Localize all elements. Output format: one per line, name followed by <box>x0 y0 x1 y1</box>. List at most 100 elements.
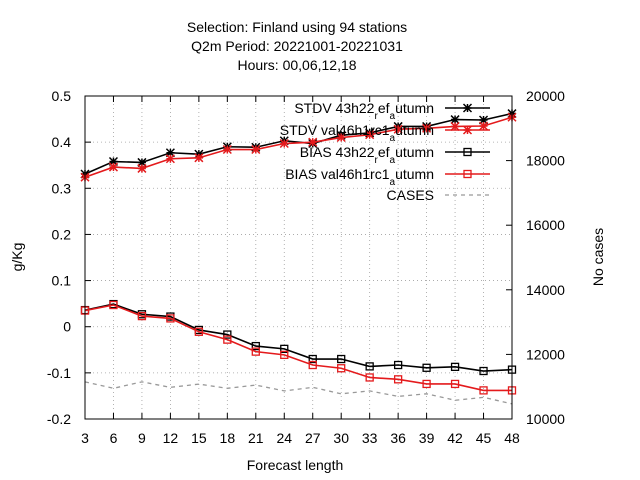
data-point <box>422 379 431 389</box>
data-point <box>450 362 460 372</box>
cases-series-layer <box>84 381 513 405</box>
data-point <box>479 366 488 376</box>
data-point <box>450 379 460 389</box>
legend-marker <box>463 147 472 157</box>
series-line <box>84 381 513 405</box>
series-bias-43h22-r-ef-a-utumn <box>80 299 517 376</box>
y-tick-label: 0.5 <box>52 88 72 104</box>
data-point <box>108 156 118 167</box>
x-tick-label: 6 <box>110 430 118 446</box>
y-tick-label: 0 <box>63 319 71 335</box>
x-tick-label: 45 <box>476 430 492 446</box>
legend-label: STDV val46h1rc1autumn <box>280 122 434 144</box>
series-line <box>84 304 512 392</box>
y2-tick-label: 16000 <box>526 217 565 233</box>
legend-entry: STDV 43h22refautumn <box>294 100 490 122</box>
x-tick-label: 27 <box>305 430 321 446</box>
data-point <box>251 347 260 356</box>
data-point <box>422 363 431 372</box>
ticks: 3 6 9 12 15 18 21 24 27 30 33 36 39 42 45 48-0.2-0.100.… <box>47 88 565 446</box>
x-tick-label: 48 <box>504 430 520 446</box>
data-point <box>279 138 289 149</box>
series-line <box>84 116 513 178</box>
y-axis-title: g/Kg <box>9 243 25 272</box>
data-point <box>450 115 460 125</box>
grid <box>84 95 513 420</box>
axis-titles: Forecast length g/Kg No cases <box>9 228 606 473</box>
data-point <box>165 148 175 158</box>
legend-marker <box>462 103 473 113</box>
data-point <box>308 137 318 147</box>
series-line <box>84 303 513 372</box>
data-point <box>223 330 232 339</box>
x-tick-label: 33 <box>362 430 378 446</box>
data-point <box>336 132 346 143</box>
legend-marker <box>462 125 473 135</box>
y-tick-label: 0.3 <box>52 180 72 196</box>
data-point <box>280 344 289 354</box>
y-tick-label: 0.1 <box>52 273 72 289</box>
x-tick-label: 30 <box>333 430 349 446</box>
y2-tick-label: 12000 <box>526 346 565 362</box>
data-point <box>479 386 488 395</box>
y2-tick-label: 18000 <box>526 153 565 169</box>
title-line: Q2m Period: 20221001-20221031 <box>191 38 403 54</box>
data-point <box>251 144 261 155</box>
data-point <box>308 354 317 364</box>
chart-title: Selection: Finland using 94 stations Q2m … <box>187 19 407 73</box>
data-point <box>393 360 403 370</box>
data-point <box>479 115 489 125</box>
data-point <box>222 144 232 155</box>
data-point <box>165 154 175 164</box>
y2-axis-title: No cases <box>590 228 606 286</box>
legend-marker <box>463 169 472 179</box>
x-tick-label: 24 <box>276 430 292 446</box>
data-point <box>108 162 118 172</box>
data-point <box>365 373 374 382</box>
data-point <box>308 360 317 370</box>
x-tick-label: 21 <box>248 430 264 446</box>
data-point <box>337 354 346 364</box>
y2-tick-label: 14000 <box>526 282 565 298</box>
title-line: Selection: Finland using 94 stations <box>187 19 407 35</box>
x-tick-label: 39 <box>419 430 435 446</box>
title-line: Hours: 00,06,12,18 <box>237 57 356 73</box>
data-point <box>137 157 147 167</box>
data-point <box>194 327 204 336</box>
legend-label: BIAS val46h1rc1autumn <box>285 166 434 188</box>
data-point <box>251 341 260 351</box>
x-tick-label: 9 <box>138 430 146 446</box>
x-tick-label: 3 <box>81 430 89 446</box>
legend-entry: BIAS 43h22refautumn <box>300 144 490 166</box>
data-point <box>137 163 147 173</box>
legend-entry: STDV val46h1rc1autumn <box>280 122 490 144</box>
legend-entry: BIAS val46h1rc1autumn <box>285 166 490 188</box>
y-tick-label: -0.1 <box>47 365 71 381</box>
legend-label: CASES <box>387 187 434 203</box>
data-point <box>194 153 204 163</box>
series-layer <box>80 109 517 395</box>
x-tick-label: 42 <box>447 430 463 446</box>
data-point <box>365 362 374 371</box>
x-tick-label: 15 <box>191 430 207 446</box>
x-tick-label: 12 <box>163 430 179 446</box>
data-point <box>137 311 147 321</box>
legend-label: BIAS 43h22refautumn <box>300 144 434 166</box>
data-point <box>479 121 489 131</box>
x-tick-label: 36 <box>390 430 406 446</box>
data-point <box>223 335 232 344</box>
data-point <box>280 350 289 360</box>
plot-frame <box>84 95 513 420</box>
series-bias-val46h1rc1-a-utumn <box>80 300 517 395</box>
data-point <box>365 130 375 140</box>
x-axis-title: Forecast length <box>247 457 344 473</box>
legend-label: STDV 43h22refautumn <box>294 100 434 122</box>
data-point <box>166 314 175 323</box>
y2-tick-label: 10000 <box>526 411 565 427</box>
data-point <box>393 375 403 384</box>
data-point <box>450 121 460 131</box>
data-point <box>393 124 403 134</box>
series-cases <box>84 381 513 405</box>
